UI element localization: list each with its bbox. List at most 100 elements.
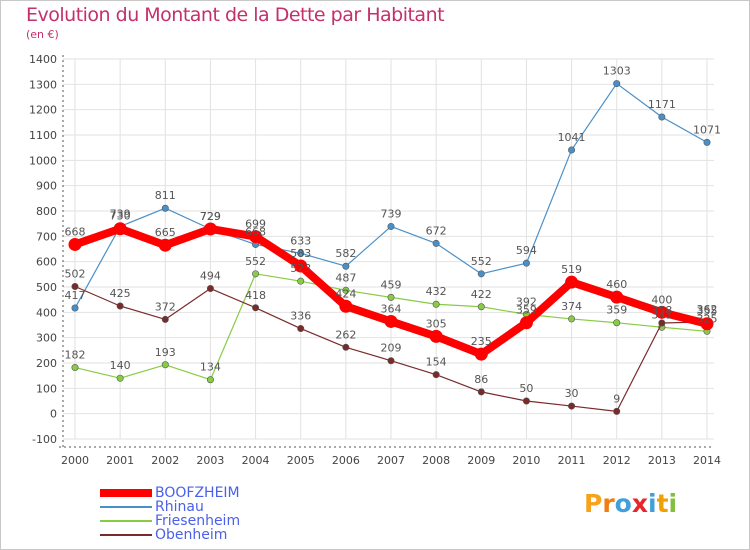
y-tick-label: 500	[36, 281, 57, 294]
data-point	[113, 222, 127, 236]
y-tick-label: 300	[36, 332, 57, 345]
data-label: 552	[245, 255, 266, 268]
data-label: 134	[200, 361, 221, 374]
data-label: 523	[290, 262, 311, 275]
data-label: 50	[519, 382, 533, 395]
legend-label-obenheim: Obenheim	[155, 527, 228, 543]
data-point	[342, 343, 350, 351]
data-label: 417	[65, 289, 86, 302]
data-label: 86	[474, 373, 488, 386]
data-point	[158, 238, 172, 252]
x-tick-label: 2004	[242, 454, 270, 467]
data-label: 364	[381, 302, 402, 315]
chart-title: Evolution du Montant de la Dette par Hab…	[26, 4, 445, 26]
data-label: 1171	[648, 98, 676, 111]
data-label: 668	[65, 225, 86, 238]
data-label: 9	[613, 392, 620, 405]
data-label: 193	[155, 346, 176, 359]
data-label: 739	[381, 207, 402, 220]
data-label: 30	[565, 387, 579, 400]
data-point	[703, 138, 711, 146]
data-point	[655, 305, 669, 319]
y-tick-label: 200	[36, 357, 57, 370]
data-label: 494	[200, 270, 221, 283]
data-label: 519	[561, 263, 582, 276]
y-tick-label: 0	[50, 408, 57, 421]
data-point	[565, 275, 579, 289]
data-point	[342, 286, 350, 294]
y-tick-label: 600	[36, 256, 57, 269]
data-label: 182	[65, 349, 86, 362]
data-point	[432, 371, 440, 379]
legend-label-rhinau: Rhinau	[155, 499, 204, 515]
data-point	[342, 262, 350, 270]
data-point	[387, 357, 395, 365]
data-label: 1041	[558, 131, 586, 144]
data-label: 359	[606, 304, 627, 317]
x-tick-label: 2011	[558, 454, 586, 467]
logo-letter: o	[614, 489, 632, 518]
data-label: 154	[426, 356, 447, 369]
data-label: 262	[335, 328, 356, 341]
logo-letter: t	[656, 489, 669, 518]
data-label: 583	[290, 247, 311, 260]
x-tick-label: 2002	[151, 454, 179, 467]
data-point	[252, 304, 260, 312]
data-label: 582	[335, 247, 356, 260]
data-point	[658, 113, 666, 121]
data-point	[429, 329, 443, 343]
data-label: 374	[561, 300, 582, 313]
y-tick-label: 1300	[29, 78, 57, 91]
data-point	[297, 249, 305, 257]
x-tick-label: 2006	[332, 454, 360, 467]
data-label: 729	[200, 210, 221, 223]
x-tick-label: 2013	[648, 454, 676, 467]
y-tick-label: 1200	[29, 104, 57, 117]
data-label: 355	[697, 305, 718, 318]
data-point	[297, 277, 305, 285]
data-point	[71, 304, 79, 312]
data-label: 459	[381, 278, 402, 291]
y-tick-label: 900	[36, 180, 57, 193]
data-point	[387, 222, 395, 230]
x-tick-label: 2007	[377, 454, 405, 467]
y-tick-label: 1400	[29, 53, 57, 66]
data-label: 305	[426, 317, 447, 330]
data-point	[71, 282, 79, 290]
y-tick-label: 1100	[29, 129, 57, 142]
x-tick-label: 2001	[106, 454, 134, 467]
data-point	[658, 319, 666, 327]
data-label: 1071	[693, 123, 721, 136]
data-point	[297, 325, 305, 333]
logo-letter: P	[584, 489, 603, 518]
x-tick-label: 2010	[512, 454, 540, 467]
data-label: 140	[110, 359, 131, 372]
data-label: 672	[426, 224, 447, 237]
y-tick-label: 700	[36, 230, 57, 243]
data-label: 460	[606, 278, 627, 291]
data-point	[568, 146, 576, 154]
data-point	[519, 316, 533, 330]
data-point	[116, 374, 124, 382]
data-label: 668	[245, 225, 266, 238]
x-tick-label: 2003	[196, 454, 224, 467]
data-point	[568, 315, 576, 323]
logo-letter: x	[631, 489, 648, 518]
data-label: 372	[155, 300, 176, 313]
data-label: 665	[155, 226, 176, 239]
data-point	[71, 364, 79, 372]
data-label: 730	[110, 210, 131, 223]
data-point	[252, 270, 260, 278]
data-label: 699	[245, 218, 266, 231]
legend-label-boofzheim: BOOFZHEIM	[155, 485, 240, 501]
x-tick-label: 2005	[287, 454, 315, 467]
data-point	[206, 376, 214, 384]
data-point	[116, 302, 124, 310]
y-tick-label: 400	[36, 306, 57, 319]
data-label: 422	[471, 288, 492, 301]
data-point	[477, 388, 485, 396]
data-point	[522, 397, 530, 405]
data-label: 400	[651, 293, 672, 306]
data-label: 418	[245, 289, 266, 302]
